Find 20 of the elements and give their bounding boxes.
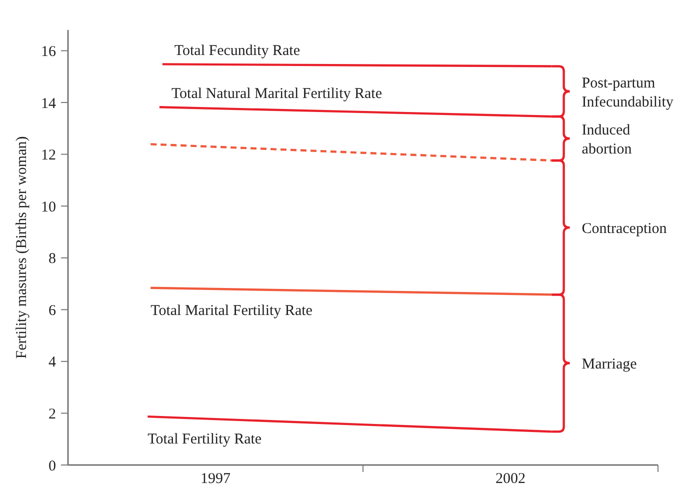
y-tick-label: 16 (41, 44, 56, 60)
y-tick-label: 8 (48, 251, 56, 268)
annotation: Induced abortion (582, 122, 632, 158)
x-tick-label: 1997 (200, 471, 231, 487)
annotation: Marriage (582, 356, 638, 372)
y-tick-label: 12 (41, 148, 56, 164)
series-label: Total Natural Marital Fertility Rate (171, 86, 382, 102)
annotation: Contraception (582, 220, 668, 237)
y-tick-label: 2 (48, 406, 56, 422)
annotation: Post-partum Infecundability (582, 76, 674, 111)
series-label: Total Marital Fertility Rate (150, 302, 313, 319)
series-label: Total Fertility Rate (148, 432, 262, 448)
y-tick-label: 10 (41, 199, 56, 216)
x-tick-label: 2002 (496, 471, 526, 487)
y-axis-title: Fertility masures (Births per woman) (14, 136, 30, 359)
y-tick-label: 4 (48, 354, 56, 371)
y-tick-label: 0 (48, 458, 56, 474)
y-tick-label: 6 (48, 302, 56, 319)
y-tick-label: 14 (41, 96, 56, 112)
series-label: Total Fecundity Rate (174, 43, 300, 60)
